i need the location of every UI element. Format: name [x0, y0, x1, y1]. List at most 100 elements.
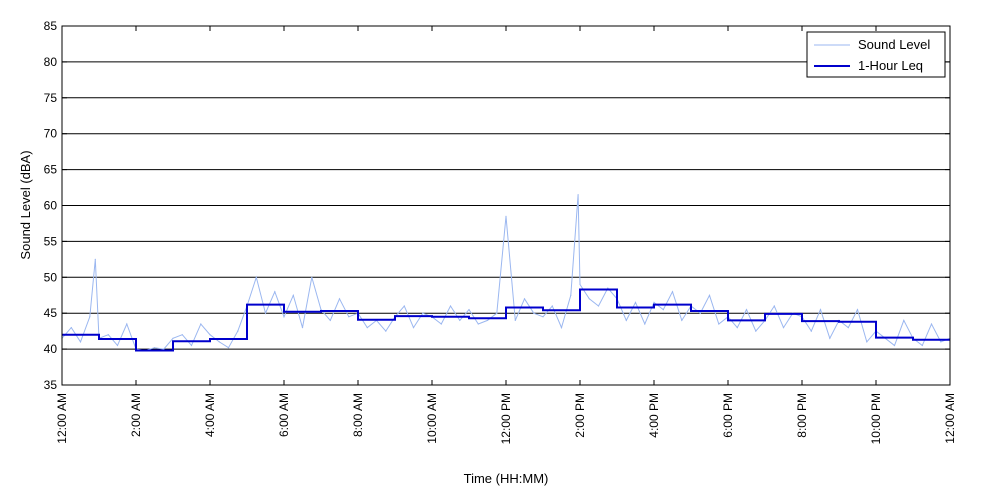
- sound-level-point: [292, 294, 294, 296]
- sound-level-point: [570, 294, 572, 296]
- tick-layer: 35 40 45 50 55 60 65 70 75 80 85 12:00 AM 2:00 AM 4:0…: [44, 19, 957, 444]
- sound-level-point: [755, 330, 757, 332]
- sound-level-point: [577, 194, 579, 196]
- x-tick-label: 4:00 PM: [647, 393, 661, 438]
- sound-level-point: [542, 316, 544, 318]
- sound-level-point: [921, 344, 923, 347]
- sound-level-point: [847, 327, 849, 329]
- x-tick-label: 4:00 AM: [203, 393, 217, 437]
- sound-level-point: [94, 258, 96, 260]
- sound-level-point: [551, 305, 553, 307]
- sound-level-point: [163, 348, 165, 350]
- x-tick-label: 12:00 PM: [499, 393, 513, 444]
- sound-level-point: [70, 327, 72, 329]
- x-tick-label: 8:00 AM: [351, 393, 365, 437]
- legend-label-sound-level: Sound Level: [858, 37, 930, 52]
- sound-level-point: [468, 309, 470, 311]
- x-tick-label: 6:00 AM: [277, 393, 291, 437]
- y-tick-label: 80: [44, 55, 58, 69]
- sound-level-point: [126, 323, 128, 325]
- sound-level-point: [440, 323, 442, 325]
- y-tick-label: 35: [44, 378, 58, 392]
- x-tick-label: 10:00 AM: [425, 393, 439, 444]
- x-tick-label: 2:00 AM: [129, 393, 143, 437]
- legend-box: [806, 31, 946, 78]
- y-axis-title: Sound Level (dBA): [18, 150, 33, 259]
- series-1-hour-leq-line: [62, 288, 950, 352]
- sound-level-point: [736, 327, 738, 329]
- y-tick-label: 70: [44, 127, 58, 141]
- sound-level-point: [671, 291, 674, 293]
- sound-level-point: [449, 305, 452, 307]
- sound-level-point: [459, 319, 461, 321]
- sound-level-point: [903, 319, 905, 321]
- sound-level-point: [385, 330, 387, 332]
- x-axis-title: Time (HH:MM): [464, 471, 549, 486]
- sound-level-point: [496, 312, 498, 314]
- sound-level-point: [89, 316, 91, 318]
- sound-level-point: [283, 316, 285, 318]
- sound-level-point: [107, 334, 109, 336]
- sound-level-point: [810, 330, 812, 332]
- x-tick-label: 12:00 AM: [55, 393, 69, 444]
- x-tick-label: 12:00 AM: [943, 393, 957, 444]
- x-tick-label: 2:00 PM: [573, 393, 587, 438]
- sound-level-point: [560, 327, 563, 329]
- sound-level-point: [181, 334, 183, 336]
- sound-level-point: [200, 323, 202, 325]
- sound-level-point: [829, 337, 831, 339]
- sound-level-point: [681, 319, 683, 321]
- sound-level-point: [255, 276, 257, 278]
- sound-level-point: [338, 298, 341, 300]
- sound-level-point: [116, 344, 119, 347]
- y-tick-label: 75: [44, 91, 58, 105]
- sound-level-point: [237, 330, 239, 332]
- sound-level-point: [597, 305, 600, 307]
- sound-level-point: [477, 323, 479, 325]
- sound-level-point: [662, 309, 664, 311]
- sound-level-point: [782, 327, 785, 329]
- sound-level-point: [403, 305, 405, 307]
- sound-level-point: [505, 215, 507, 217]
- y-tick-label: 60: [44, 199, 58, 213]
- sound-level-point: [264, 312, 267, 314]
- y-tick-label: 85: [44, 19, 58, 33]
- sound-level-point: [320, 309, 322, 311]
- sound-level-point: [579, 283, 581, 286]
- y-tick-label: 55: [44, 234, 58, 248]
- sound-level-point: [209, 334, 211, 336]
- sound-level-point: [514, 319, 516, 321]
- sound-level-point: [930, 323, 933, 325]
- sound-level-point: [301, 327, 304, 329]
- sound-level-point: [893, 344, 896, 347]
- sound-level-point: [699, 312, 701, 314]
- y-tick-label: 40: [44, 342, 58, 356]
- sound-level-point: [422, 312, 424, 314]
- sound-level-point: [644, 323, 646, 325]
- sound-level-point: [153, 347, 156, 349]
- sound-level-point: [172, 337, 174, 339]
- x-tick-label: 6:00 PM: [721, 393, 735, 438]
- sound-level-point: [533, 312, 535, 314]
- sound-level-point: [274, 291, 276, 293]
- sound-level-point: [866, 341, 868, 343]
- x-tick-label: 8:00 PM: [795, 393, 809, 438]
- y-tick-label: 50: [44, 270, 58, 284]
- sound-level-point: [940, 341, 942, 343]
- y-tick-label: 65: [44, 163, 58, 177]
- sound-level-point: [218, 341, 220, 343]
- sound-level-point: [588, 298, 590, 300]
- sound-level-point: [329, 319, 331, 321]
- sound-level-point: [190, 344, 193, 347]
- sound-level-point: [486, 319, 489, 321]
- sound-level-point: [856, 309, 859, 311]
- sound-level-point: [819, 309, 822, 311]
- x-tick-label: 10:00 PM: [869, 393, 883, 444]
- sound-level-point: [348, 316, 350, 318]
- sound-level-point: [311, 276, 313, 278]
- sound-level-point: [412, 327, 415, 329]
- legend-label-1-hour-leq: 1-Hour Leq: [858, 58, 923, 73]
- sound-level-point: [227, 347, 230, 349]
- sound-level-point: [634, 301, 637, 303]
